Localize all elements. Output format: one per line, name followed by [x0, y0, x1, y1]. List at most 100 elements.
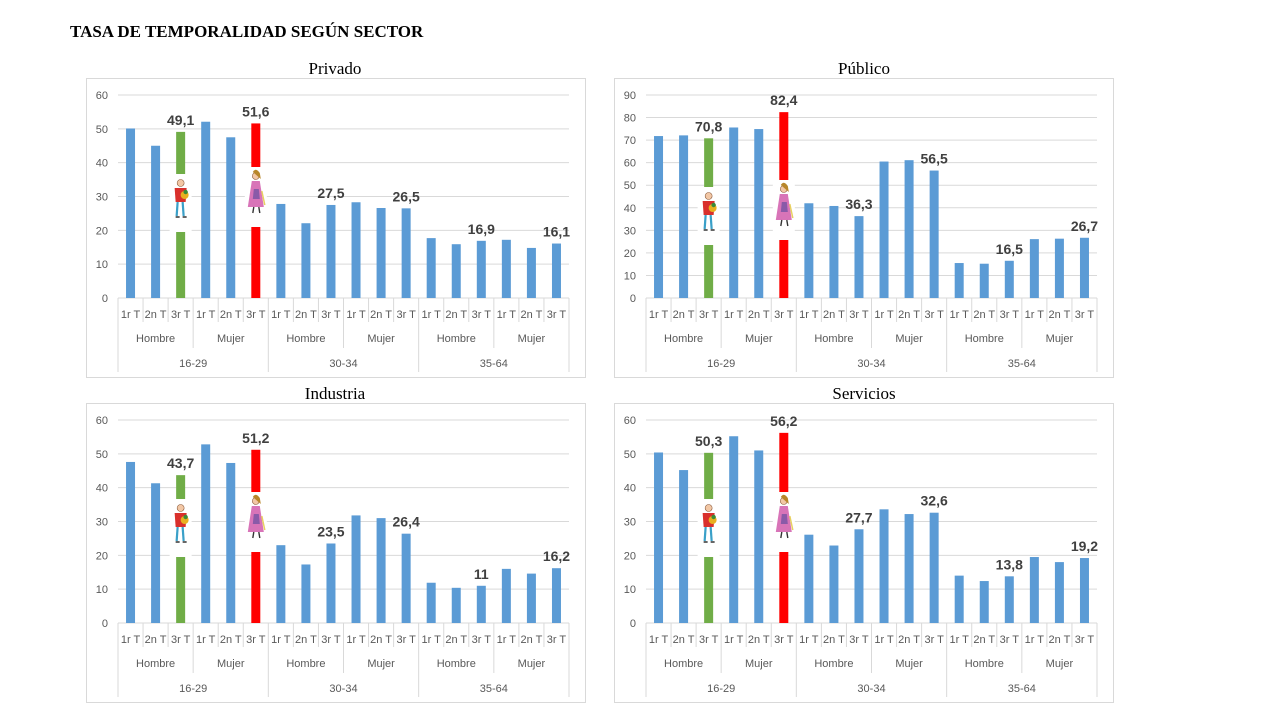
data-label: 70,8 — [695, 118, 722, 134]
bar — [954, 575, 964, 623]
x-tick-label: 3r T — [246, 634, 266, 646]
data-label: 43,7 — [167, 455, 194, 471]
bar — [1004, 576, 1014, 623]
bar — [326, 204, 336, 298]
man-figure-icon — [169, 499, 192, 557]
bar — [401, 208, 411, 298]
age-group-label: 16-29 — [179, 358, 207, 370]
man-figure-icon — [169, 174, 192, 232]
chart-publico-svg: 0 10 20 30 40 50 60 70 80 90 70,8 82,4 36,3 56,5 16,5 2… — [614, 78, 1114, 378]
bar — [729, 127, 739, 298]
sex-group-label: Mujer — [367, 333, 395, 345]
bar — [426, 582, 436, 623]
x-tick-label: 2n T — [521, 634, 543, 646]
y-tick-label: 50 — [624, 180, 636, 192]
bar — [654, 452, 664, 623]
data-label: 32,6 — [921, 493, 948, 509]
data-label: 13,8 — [996, 556, 1023, 572]
x-tick-label: 2n T — [973, 309, 995, 321]
data-label: 56,5 — [921, 151, 948, 167]
data-label: 56,2 — [770, 413, 797, 429]
y-tick-label: 0 — [630, 293, 636, 305]
bar — [1004, 260, 1014, 298]
bar — [829, 205, 839, 298]
bar — [1054, 562, 1064, 623]
woman-figure-icon — [244, 167, 267, 227]
y-tick-label: 10 — [624, 270, 636, 282]
x-tick-label: 2n T — [823, 309, 845, 321]
x-tick-label: 1r T — [874, 309, 894, 321]
y-tick-label: 70 — [624, 135, 636, 147]
x-tick-label: 3r T — [1000, 634, 1020, 646]
y-tick-label: 30 — [624, 225, 636, 237]
sex-group-label: Hombre — [664, 658, 703, 670]
y-tick-label: 60 — [624, 158, 636, 170]
bar — [126, 461, 136, 623]
x-tick-label: 3r T — [171, 634, 191, 646]
x-tick-label: 3r T — [547, 309, 567, 321]
y-tick-label: 60 — [96, 415, 108, 427]
chart-privado-svg: 0 10 20 30 40 50 60 49,1 51,6 27,5 26,5 16,9 16,1 1r … — [86, 78, 586, 378]
x-tick-label: 1r T — [422, 634, 442, 646]
x-tick-label: 3r T — [774, 634, 794, 646]
data-label: 26,7 — [1071, 218, 1098, 234]
woman-figure-icon — [244, 492, 267, 552]
x-tick-label: 2n T — [220, 309, 242, 321]
x-tick-label: 3r T — [472, 309, 492, 321]
x-tick-label: 2n T — [145, 634, 167, 646]
bar — [804, 203, 814, 298]
sex-group-label: Hombre — [286, 333, 325, 345]
bar — [829, 545, 839, 623]
sex-group-label: Hombre — [965, 658, 1004, 670]
bar — [301, 223, 311, 298]
bar — [326, 543, 336, 623]
age-group-label: 16-29 — [707, 358, 735, 370]
x-tick-label: 1r T — [1025, 634, 1045, 646]
bar — [501, 239, 511, 298]
woman-figure-icon — [772, 492, 795, 552]
bar — [979, 581, 989, 623]
bar — [276, 545, 286, 623]
x-tick-label: 1r T — [724, 634, 744, 646]
sex-group-label: Mujer — [217, 333, 245, 345]
age-group-label: 30-34 — [329, 683, 357, 695]
data-label: 16,9 — [468, 221, 495, 237]
bar — [879, 509, 889, 623]
x-tick-label: 3r T — [171, 309, 191, 321]
x-tick-label: 1r T — [422, 309, 442, 321]
sex-group-label: Hombre — [136, 658, 175, 670]
x-tick-label: 3r T — [924, 309, 944, 321]
sex-group-label: Mujer — [1046, 658, 1074, 670]
sex-group-label: Mujer — [518, 658, 546, 670]
bar — [151, 483, 161, 623]
bar — [351, 202, 361, 298]
x-tick-label: 1r T — [121, 309, 141, 321]
x-tick-label: 2n T — [521, 309, 543, 321]
x-tick-label: 3r T — [321, 634, 341, 646]
x-tick-label: 2n T — [1049, 634, 1071, 646]
x-tick-label: 2n T — [673, 634, 695, 646]
x-tick-label: 2n T — [673, 309, 695, 321]
x-tick-label: 3r T — [774, 309, 794, 321]
x-tick-label: 3r T — [547, 634, 567, 646]
x-tick-label: 1r T — [950, 309, 970, 321]
x-tick-label: 3r T — [1075, 309, 1095, 321]
bar — [526, 573, 536, 623]
bar — [904, 160, 914, 298]
age-group-label: 30-34 — [857, 683, 885, 695]
bar — [476, 240, 486, 298]
x-tick-label: 3r T — [849, 309, 869, 321]
x-tick-label: 1r T — [346, 634, 366, 646]
x-tick-label: 3r T — [924, 634, 944, 646]
y-tick-label: 10 — [96, 259, 108, 271]
sex-group-label: Hombre — [437, 658, 476, 670]
x-tick-label: 3r T — [849, 634, 869, 646]
x-tick-label: 2n T — [445, 309, 467, 321]
x-tick-label: 3r T — [699, 634, 719, 646]
age-group-label: 16-29 — [707, 683, 735, 695]
bar — [276, 203, 286, 298]
y-tick-label: 30 — [96, 192, 108, 204]
x-tick-label: 2n T — [898, 634, 920, 646]
sex-group-label: Mujer — [745, 333, 773, 345]
x-tick-label: 1r T — [196, 309, 216, 321]
